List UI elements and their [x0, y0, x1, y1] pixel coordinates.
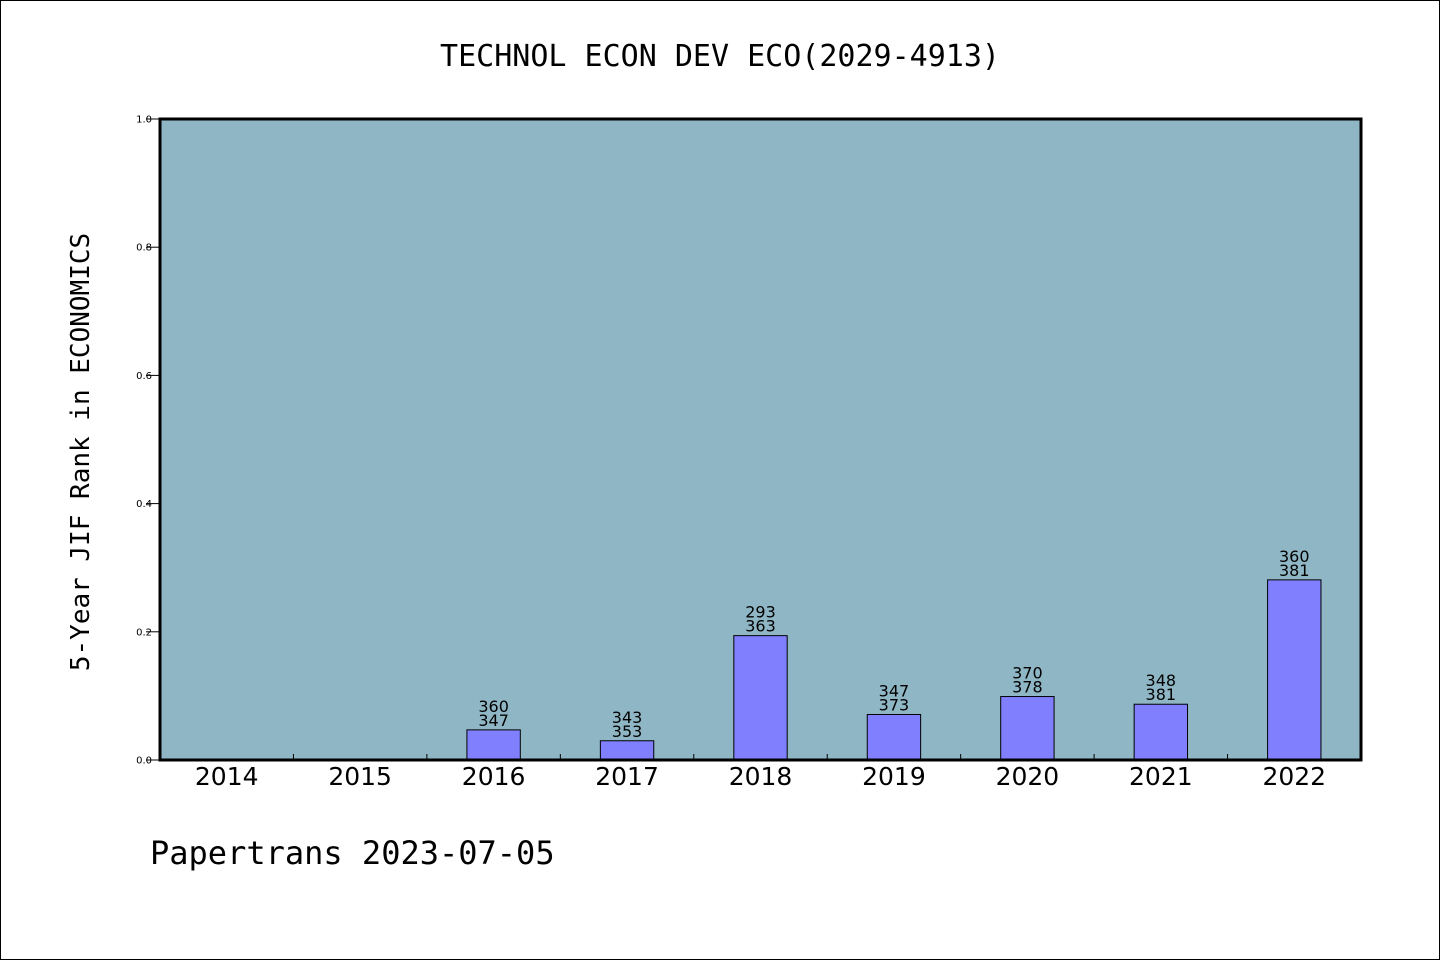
y-tick-label: 0.2	[136, 627, 152, 638]
x-tick-label: 2014	[195, 762, 259, 791]
y-tick-label: 1.0	[136, 115, 152, 126]
x-tick-label: 2020	[996, 762, 1060, 791]
x-tick-label: 2022	[1262, 762, 1326, 791]
x-tick-label: 2016	[462, 762, 526, 791]
y-tick-label: 0.0	[136, 756, 152, 767]
y-axis: 0.0 0.2 0.4 0.6 0.8 1.0	[136, 115, 160, 767]
bar-label: 381	[1146, 685, 1177, 704]
bar-2019	[866, 713, 922, 761]
bar-label: 381	[1279, 561, 1310, 580]
bar-label: 347	[879, 681, 910, 700]
bar-label: 363	[745, 617, 776, 636]
x-tick-label: 2015	[328, 762, 392, 791]
x-axis: 2014 2015 2016 2017 2018 2019 2020 2021 2022	[195, 754, 1326, 791]
bar-label: 353	[612, 722, 643, 741]
x-tick-label: 2018	[729, 762, 793, 791]
y-axis-label: 5-Year JIF Rank in ECONOMICS	[66, 233, 96, 671]
bar-label: 360	[478, 697, 509, 716]
bar-label: 343	[612, 708, 643, 727]
bar-label: 360	[1279, 547, 1310, 566]
bar-2017	[599, 740, 655, 761]
y-tick-label: 0.6	[136, 371, 152, 382]
bar-label: 370	[1012, 664, 1043, 683]
y-tick-label: 0.8	[136, 243, 152, 254]
bars-layer	[466, 579, 1322, 761]
bar-label: 347	[478, 711, 509, 730]
bar-2016	[466, 729, 521, 761]
bar-2018	[733, 635, 788, 761]
bar-2021	[1133, 703, 1189, 761]
x-tick-label: 2019	[862, 762, 926, 791]
y-tick-label: 0.4	[136, 499, 152, 510]
bar-label: 348	[1146, 671, 1177, 690]
bar-2020	[1000, 696, 1055, 761]
x-tick-label: 2021	[1129, 762, 1193, 791]
x-tick-label: 2017	[595, 762, 659, 791]
footer-stamp: Papertrans 2023-07-05	[150, 834, 555, 872]
bar-label: 378	[1012, 678, 1043, 697]
bar-2022	[1267, 579, 1322, 761]
chart-title: TECHNOL ECON DEV ECO(2029-4913)	[440, 39, 1000, 74]
bar-label: 373	[879, 695, 910, 714]
plot-border	[158, 117, 1363, 762]
bar-label: 293	[745, 603, 776, 622]
